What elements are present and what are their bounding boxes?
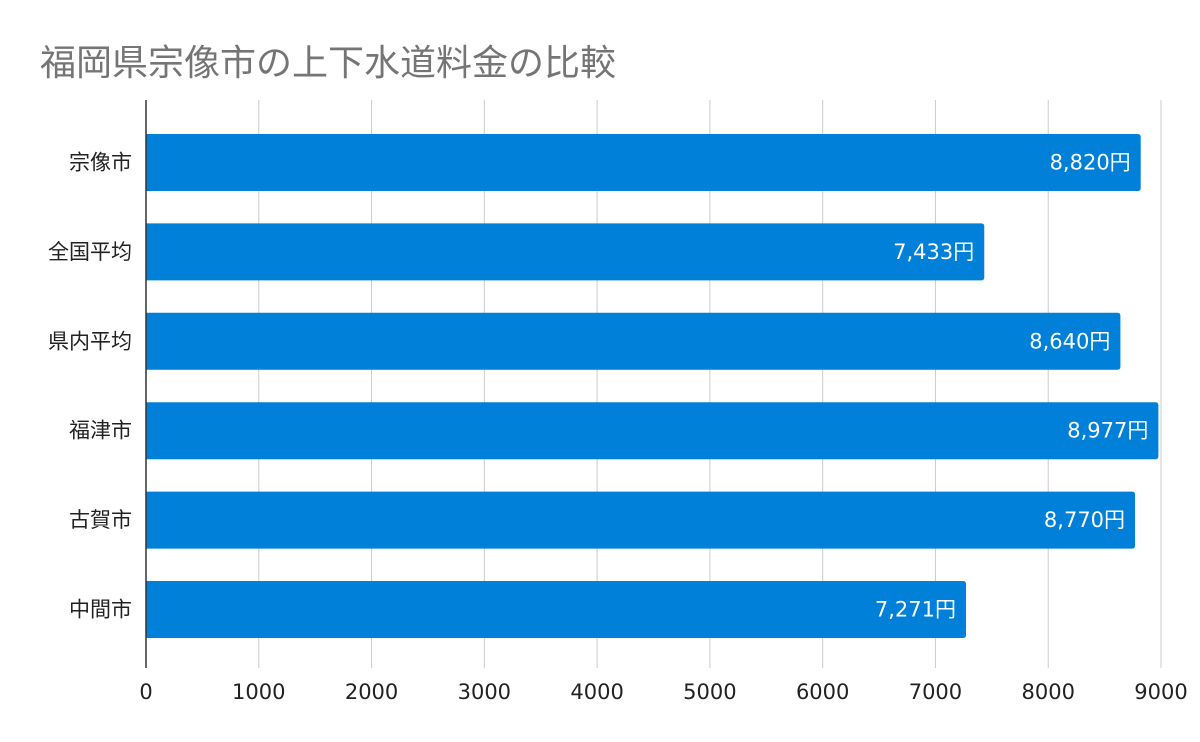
category-label: 宗像市	[69, 151, 132, 175]
bar	[146, 491, 1136, 549]
bar	[146, 402, 1159, 460]
category-label: 福津市	[69, 419, 132, 443]
category-label: 県内平均	[48, 329, 132, 353]
data-label: 8,820円	[1050, 151, 1131, 175]
x-tick-label: 8000	[1021, 680, 1074, 704]
x-tick-label: 9000	[1134, 680, 1187, 704]
bar	[146, 581, 967, 638]
data-label: 8,640円	[1029, 329, 1110, 353]
x-tick-label: 1000	[232, 680, 285, 704]
bar	[146, 223, 985, 281]
bar	[146, 312, 1121, 370]
category-label: 中間市	[69, 598, 132, 622]
bars	[146, 134, 1159, 638]
data-label: 7,271円	[875, 598, 956, 622]
x-tick-label: 0	[139, 680, 152, 704]
x-tick-label: 4000	[570, 680, 623, 704]
x-tick-label: 3000	[458, 680, 511, 704]
x-tick-label: 7000	[909, 680, 962, 704]
labels: 0 1000 2000 3000 4000 5000 6000 7000 8000 9000 宗像市…	[48, 151, 1188, 705]
chart-title: 福岡県宗像市の上下水道料金の比較	[40, 43, 617, 84]
data-label: 7,433円	[893, 240, 974, 264]
x-tick-label: 6000	[796, 680, 849, 704]
bar	[146, 134, 1141, 191]
data-label: 8,977円	[1067, 419, 1148, 443]
data-label: 8,770円	[1044, 508, 1125, 532]
category-label: 古賀市	[69, 508, 132, 532]
category-label: 全国平均	[48, 240, 132, 264]
x-tick-label: 5000	[683, 680, 736, 704]
x-tick-label: 2000	[345, 680, 398, 704]
gridlines	[258, 100, 1162, 668]
